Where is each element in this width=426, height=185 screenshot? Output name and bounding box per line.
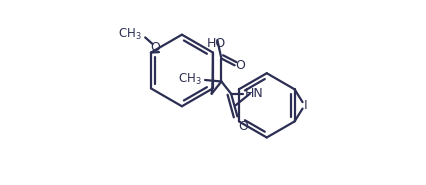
Text: CH$_3$: CH$_3$ <box>118 27 141 42</box>
Text: CH$_3$: CH$_3$ <box>178 72 201 87</box>
Text: I: I <box>303 99 307 112</box>
Text: HN: HN <box>244 87 262 100</box>
Text: HO: HO <box>206 37 225 51</box>
Text: O: O <box>150 41 160 54</box>
Text: O: O <box>235 59 245 72</box>
Text: O: O <box>238 120 248 133</box>
